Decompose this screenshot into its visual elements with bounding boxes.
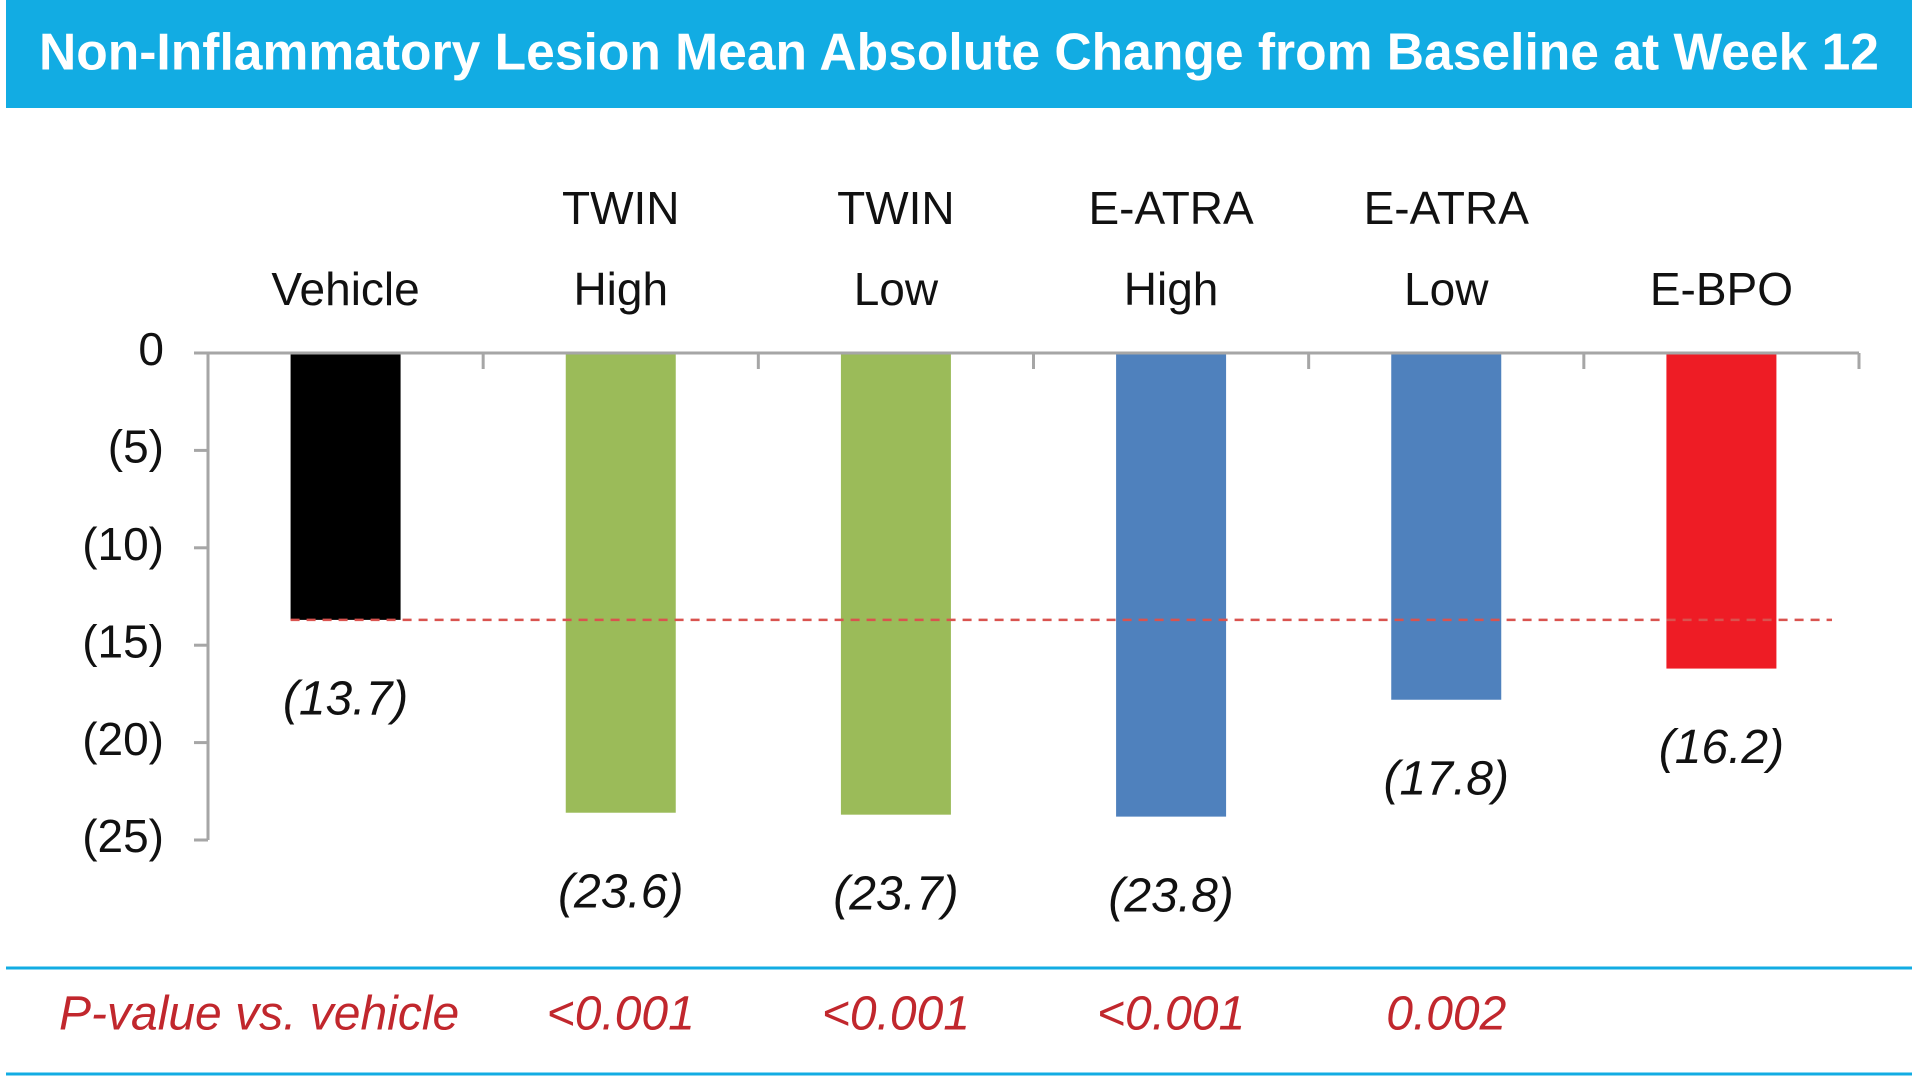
y-tick-label: (10) (82, 518, 164, 570)
y-tick-label: (20) (82, 713, 164, 765)
value-label: (13.7) (283, 673, 408, 726)
value-label: (23.8) (1108, 869, 1233, 922)
title-banner (6, 0, 1912, 108)
x-tick-label: Vehicle (271, 263, 420, 315)
bar (290, 353, 401, 620)
bar (1116, 353, 1227, 817)
p-value: 0.002 (1386, 988, 1506, 1041)
x-tick-label: TWIN Low (837, 182, 955, 315)
x-tick-label: TWIN High (561, 182, 680, 315)
y-tick-label: (15) (82, 615, 164, 667)
bar (1391, 353, 1502, 700)
value-label: (16.2) (1659, 721, 1784, 774)
y-tick-label: 0 (138, 323, 164, 375)
y-tick-label: (5) (108, 421, 164, 473)
bar (840, 353, 951, 815)
bar (1666, 353, 1777, 669)
chart-title: Non-Inflammatory Lesion Mean Absolute Ch… (39, 24, 1879, 82)
value-label: (17.8) (1384, 752, 1509, 805)
p-value: <0.001 (1097, 988, 1245, 1041)
x-tick-label: E-BPO (1649, 263, 1793, 315)
p-value-label: P-value vs. vehicle (59, 988, 459, 1041)
x-tick-label: E-ATRA High (1088, 182, 1254, 315)
x-tick-label: E-ATRA Low (1363, 182, 1529, 315)
value-label: (23.7) (833, 867, 958, 920)
p-value: <0.001 (822, 988, 970, 1041)
y-tick-label: (25) (82, 810, 164, 862)
bar (565, 353, 676, 813)
p-value: <0.001 (547, 988, 695, 1041)
value-label: (23.6) (558, 865, 683, 918)
